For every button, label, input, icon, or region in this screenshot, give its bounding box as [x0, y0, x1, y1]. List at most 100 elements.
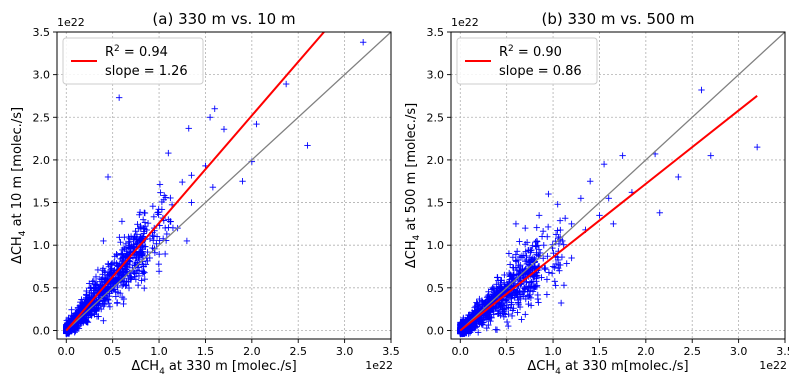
y-tick-label: 0.5 — [427, 282, 445, 295]
scatter-point — [132, 255, 139, 262]
y-tick-label: 1.5 — [33, 197, 51, 210]
scatter-point — [480, 319, 487, 326]
scatter-point — [188, 199, 195, 206]
scatter-point — [516, 238, 523, 245]
legend-r2: R2 = 0.90 — [499, 44, 562, 60]
x-tick-label: 1.0 — [150, 345, 168, 358]
scatter-point — [209, 184, 217, 191]
scatter-point — [508, 295, 515, 302]
y-tick-label: 0.0 — [427, 324, 445, 337]
scatter-point — [253, 120, 260, 128]
scatter-point — [494, 274, 501, 281]
scatter-point — [544, 223, 552, 231]
legend-r2: R2 = 0.94 — [105, 44, 168, 60]
scatter-point — [156, 237, 163, 244]
scatter-point — [557, 226, 564, 234]
scatter-point — [529, 242, 536, 249]
scatter-point — [142, 223, 149, 230]
scatter-point — [484, 315, 492, 322]
scatter-point — [132, 276, 140, 283]
scatter-point — [135, 264, 142, 271]
y-multiplier: 1e22 — [57, 16, 85, 29]
x-multiplier: 1e22 — [365, 359, 393, 372]
scatter-point — [118, 272, 126, 279]
scatter-point — [656, 209, 663, 216]
scatter-point — [554, 201, 561, 208]
scatter-point — [561, 215, 569, 222]
axes-frame — [450, 31, 786, 340]
scatter-point — [137, 225, 144, 233]
x-tick-label: 2.0 — [637, 345, 655, 358]
scatter-point — [117, 239, 124, 246]
scatter-point — [111, 253, 118, 260]
scatter-point — [113, 276, 121, 284]
scatter-point — [577, 195, 585, 202]
scatter-point — [142, 261, 150, 268]
scatter-point — [125, 233, 132, 241]
scatter-point — [167, 194, 174, 202]
scatter-point — [123, 261, 130, 269]
scatter-point — [155, 260, 162, 268]
y-multiplier: 1e22 — [451, 16, 479, 29]
legend: R2 = 0.94 slope = 1.26 — [62, 37, 204, 85]
scatter-point — [522, 224, 529, 232]
scatter-point — [144, 219, 152, 227]
scatter-point — [528, 278, 535, 286]
scatter-point — [493, 289, 501, 296]
scatter-point — [474, 329, 482, 336]
scatter-point — [551, 278, 559, 285]
scatter-point — [139, 216, 147, 223]
scatter-point — [471, 307, 478, 314]
scatter-point — [698, 86, 705, 94]
legend-box — [456, 37, 598, 85]
scatter-point — [521, 241, 529, 248]
scatter-point — [531, 255, 538, 262]
scatter-point — [83, 318, 90, 326]
scatter-point — [239, 178, 246, 185]
scatter-point — [501, 271, 508, 279]
x-tick-label: 0.5 — [104, 345, 122, 358]
scatter-point — [545, 190, 552, 198]
scatter-point — [121, 245, 129, 253]
scatter-point — [122, 240, 130, 248]
scatter-point — [112, 293, 120, 300]
scatter-point — [206, 114, 214, 121]
scatter-point — [457, 330, 464, 337]
x-tick-label: 3.0 — [336, 345, 354, 358]
scatter-point — [485, 291, 492, 299]
scatter-point — [467, 323, 475, 330]
scatter-point — [151, 249, 159, 256]
legend-slope: slope = 0.86 — [499, 64, 582, 79]
scatter-point — [465, 312, 472, 319]
scatter-point — [526, 287, 534, 294]
scatter-point — [619, 152, 626, 159]
y-tick-label: 3.0 — [427, 69, 445, 82]
y-tick-label: 1.0 — [427, 239, 445, 252]
scatter-point — [150, 213, 158, 221]
scatter-point — [552, 282, 559, 289]
x-tick-label: 2.5 — [289, 345, 307, 358]
scatter-point — [492, 305, 500, 312]
scatter-point — [90, 277, 98, 285]
y-tick-label: 3.5 — [427, 26, 445, 39]
scatter-point — [165, 216, 172, 223]
y-tick-label: 3.0 — [33, 69, 51, 82]
scatter-point — [118, 218, 126, 225]
x-tick-label: 3.0 — [730, 345, 748, 358]
scatter-point — [523, 256, 530, 264]
y-tick-label: 0.5 — [33, 282, 51, 295]
scatter-point — [179, 178, 186, 186]
scatter-point — [548, 270, 556, 277]
scatter-point — [535, 299, 542, 306]
scatter-point — [545, 269, 553, 276]
scatter-point — [484, 312, 491, 320]
scatter-point — [100, 317, 107, 324]
scatter-point — [118, 250, 125, 257]
scatter-point — [68, 306, 75, 313]
scatter-point — [560, 241, 567, 248]
scatter-point — [114, 283, 121, 291]
x-tick-label: 0.0 — [58, 345, 76, 358]
scatter-point — [538, 233, 546, 240]
scatter-point — [97, 282, 104, 289]
scatter-point — [188, 172, 195, 179]
